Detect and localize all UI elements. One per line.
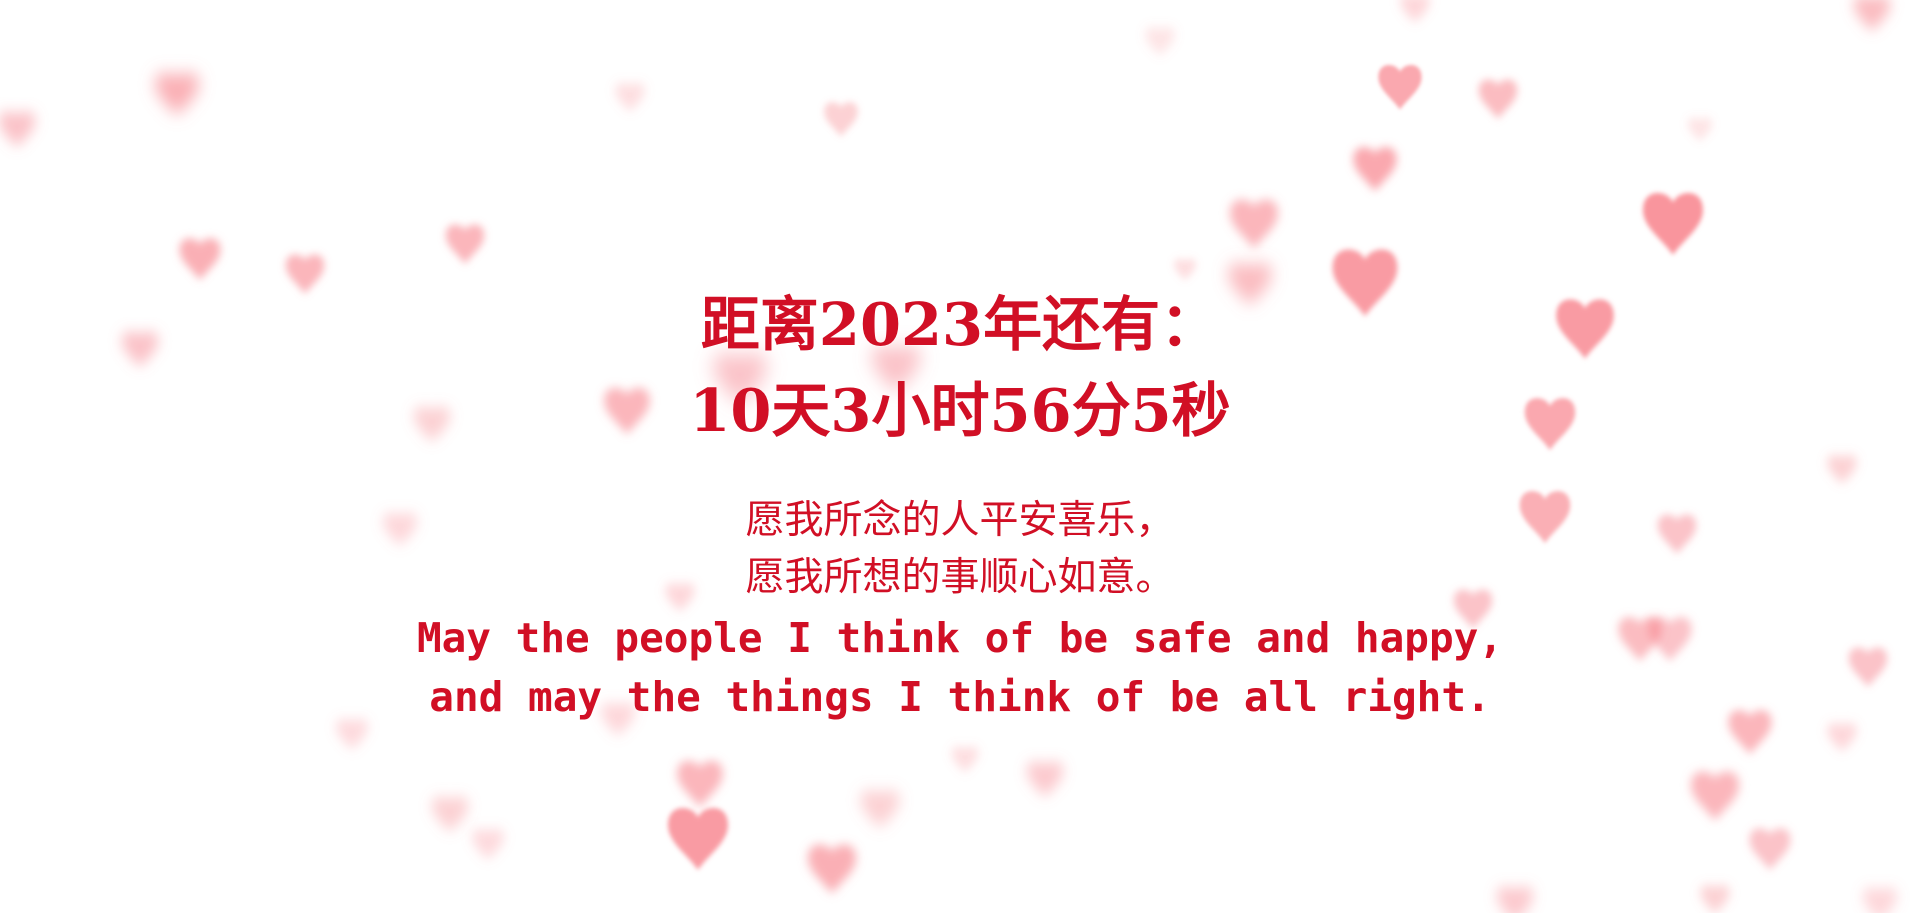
- heart-icon: [1827, 454, 1857, 485]
- heart-icon: [1453, 589, 1493, 630]
- heart-icon: [179, 238, 221, 281]
- heart-icon: [445, 224, 485, 265]
- heart-icon: [713, 351, 767, 407]
- heart-icon: [668, 808, 728, 870]
- heart-icon: [1556, 299, 1614, 359]
- heart-icon: [1478, 79, 1518, 120]
- heart-icon: [1854, 0, 1890, 32]
- heart-icon: [1691, 771, 1739, 821]
- heart-icon: [472, 828, 504, 861]
- heart-icon: [336, 718, 368, 751]
- heart-icon: [1688, 117, 1712, 142]
- heart-icon: [1657, 514, 1697, 555]
- heart-icon: [1700, 884, 1730, 913]
- heart-icon: [872, 344, 920, 394]
- heart-icon: [824, 102, 858, 137]
- heart-icon: [1524, 398, 1576, 451]
- heart-icon: [1174, 258, 1196, 281]
- heart-icon: [155, 72, 199, 117]
- heart-icon: [1863, 887, 1897, 913]
- heart-icon: [601, 702, 635, 737]
- heart-icon: [604, 387, 650, 435]
- heart-icon: [1827, 722, 1857, 753]
- heart-icon: [1228, 262, 1272, 307]
- heart-icon: [1497, 885, 1533, 913]
- heart-icon: [665, 582, 695, 613]
- heart-icon: [432, 795, 468, 833]
- heart-icon: [1230, 199, 1278, 249]
- heart-icon: [1353, 147, 1397, 192]
- heart-icon: [122, 330, 158, 368]
- heart-icon: [1749, 828, 1791, 871]
- heart-icon: [414, 405, 450, 443]
- heart-icon: [1378, 65, 1422, 110]
- heart-icon: [1027, 760, 1063, 798]
- heart-icon: [1618, 617, 1662, 662]
- heart-icon: [951, 745, 979, 774]
- heart-icon: [1728, 710, 1772, 755]
- heart-icon: [615, 82, 645, 113]
- heart-icon: [1332, 249, 1398, 317]
- heart-icon: [0, 110, 35, 148]
- heart-icon: [1643, 193, 1703, 255]
- heart-icon: [860, 789, 900, 830]
- heart-icon: [1519, 491, 1571, 544]
- heart-icon: [1400, 0, 1430, 24]
- heart-icon: [677, 760, 723, 808]
- heart-icon: [285, 254, 325, 295]
- heart-icon: [1145, 26, 1175, 57]
- heart-icon: [808, 844, 856, 894]
- heart-icon: [383, 512, 417, 547]
- heart-icon: [1848, 647, 1888, 688]
